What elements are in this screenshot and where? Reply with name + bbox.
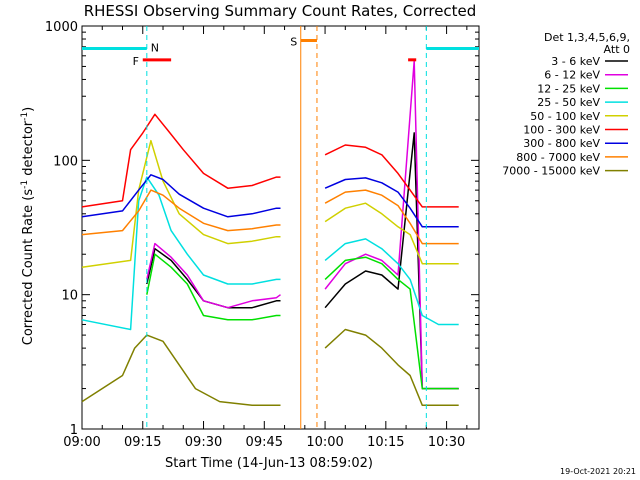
series-lines [81,60,459,407]
y-axis-label: Corrected Count Rate (s-1 detector-1) [20,107,36,345]
series-line-7 [81,174,459,228]
legend-label-2: 6 - 12 keV [544,69,600,82]
series-line-3 [146,253,459,390]
legend-header-line2: Att 0 [604,43,630,56]
legend-label-7: 300 - 800 keV [523,137,600,150]
chart-title: RHESSI Observing Summary Count Rates, Co… [84,2,477,20]
series-line-4 [81,176,459,331]
x-tick-label: 09:45 [246,435,283,450]
legend-label-1: 3 - 6 keV [551,55,600,68]
x-tick-label: 10:15 [367,435,404,450]
axes: 09:00 09:15 09:30 09:45 10:00 10:15 10:30 1 10 10… [45,20,480,450]
series-line-9 [81,328,459,407]
legend-label-5: 50 - 100 keV [530,110,600,123]
legend-label-6: 100 - 300 keV [523,124,600,137]
y-tick-label: 10 [61,289,78,304]
x-tick-label: 09:30 [185,435,222,450]
x-tick-label: 09:00 [63,435,100,450]
legend-label-8: 800 - 7000 keV [516,151,600,164]
series-line-8 [81,189,459,245]
plot-frame [81,25,480,430]
y-axis-label-part1: Corrected Count Rate (s [21,189,36,346]
legend-label-4: 25 - 50 keV [537,96,600,109]
x-axis-label: Start Time (14-Jun-13 08:59:02) [165,456,373,471]
footer-timestamp: 19-Oct-2021 20:21 [560,467,636,476]
y-tick-label: 1000 [45,20,78,35]
y-axis-label-sup1: -1 [20,180,30,189]
observing-flags: NF S [82,26,479,429]
y-tick-label: 1 [70,423,78,438]
legend-header-line1: Det 1,3,4,5,6,9, [544,31,630,44]
y-axis-label-sup2: -1 [20,112,30,121]
x-tick-label: 09:15 [124,435,161,450]
y-axis-label-part2: detector [21,120,36,180]
y-axis-label-part3: ) [21,107,36,112]
flare-flag-label: F [133,55,139,68]
saa-flag-label: S [290,35,297,48]
x-tick-label: 10:30 [428,435,465,450]
night-flag-label: N [151,41,159,54]
legend-label-9: 7000 - 15000 keV [502,165,600,178]
y-tick-label: 100 [53,154,78,169]
x-tick-label: 10:00 [306,435,343,450]
series-line-6 [81,113,459,208]
legend-label-3: 12 - 25 keV [537,82,600,95]
